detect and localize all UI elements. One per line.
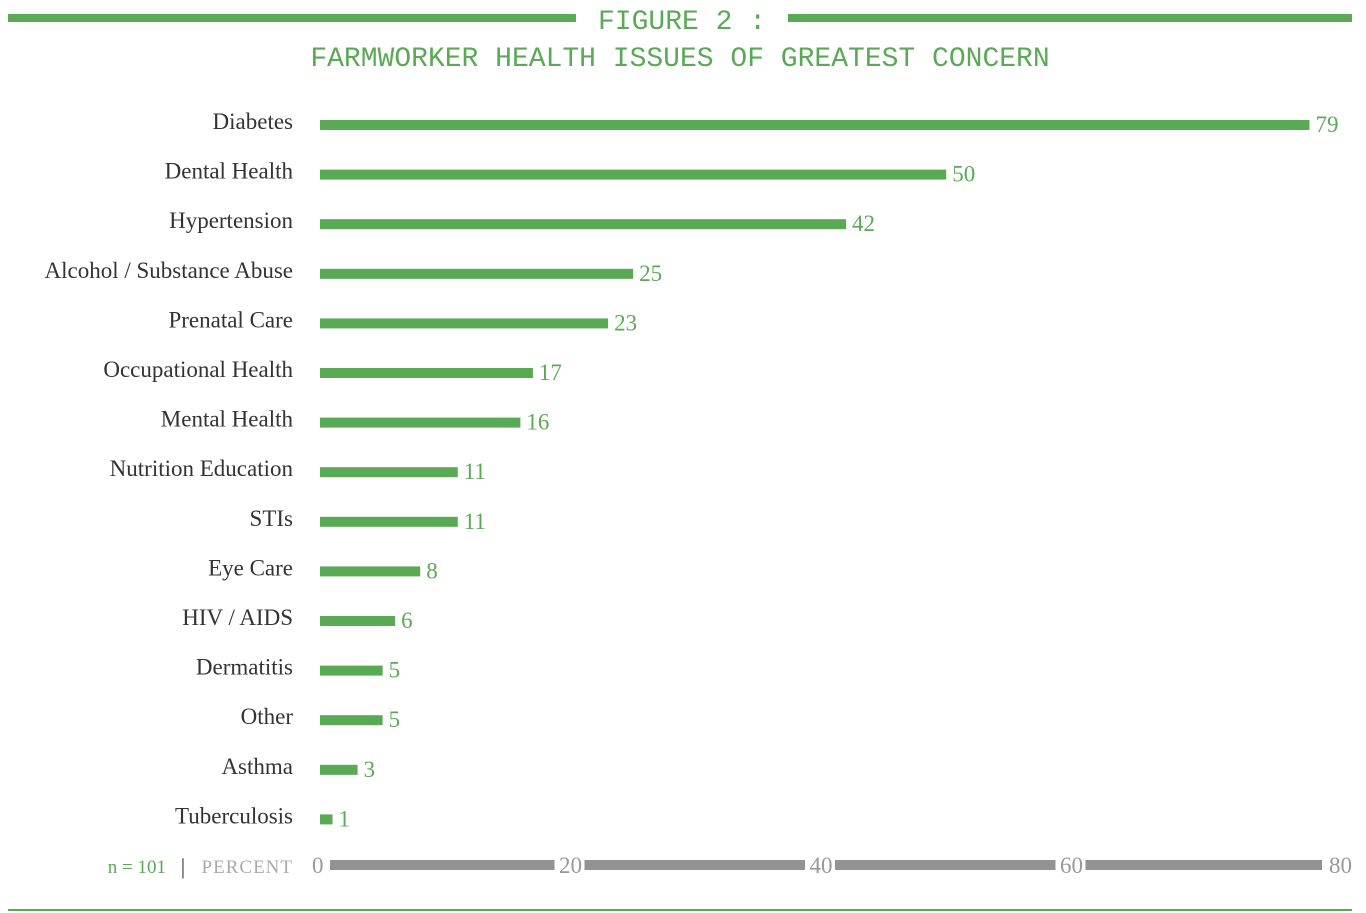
axis-segment [1085,860,1322,870]
category-label: STIs [250,506,294,531]
footer-separator: | [181,854,185,879]
category-label: Tuberculosis [175,803,293,828]
x-tick-label: 40 [810,853,833,878]
header-rule-left [8,14,576,22]
axis-footer: n = 101 | PERCENT [108,854,293,879]
axis-segment [584,860,805,870]
bar [320,814,333,825]
bar [320,417,521,428]
value-label: 25 [639,261,662,286]
sample-size-label: n = 101 [108,857,166,878]
category-label: Dental Health [165,159,294,184]
bar-row-hiv-aids: HIV / AIDS 6 [182,605,412,633]
bar-row-other: Other 5 [241,704,401,732]
bar [320,516,458,527]
value-label: 1 [339,806,351,831]
value-label: 11 [464,459,486,484]
value-label: 42 [852,211,875,236]
chart-title: FARMWORKER HEALTH ISSUES OF GREATEST CON… [310,44,1049,75]
bars-group: Diabetes 79 Dental Health 50 Hypertension 42 A… [45,109,1339,831]
category-label: Alcohol / Substance Abuse [45,258,294,283]
bar-row-prenatal-care: Prenatal Care 23 [168,307,637,335]
value-label: 5 [389,707,401,732]
bar [320,616,396,626]
bar-row-alcohol-substance-abuse: Alcohol / Substance Abuse 25 [45,258,663,286]
bar-row-mental-health: Mental Health 16 [161,407,550,435]
header-rule-right [788,14,1352,22]
category-label: Occupational Health [103,357,293,382]
bar-row-tuberculosis: Tuberculosis 1 [175,803,350,831]
value-label: 3 [364,757,376,782]
figure-label: FIGURE 2 : [598,7,766,38]
category-label: Dermatitis [196,655,293,680]
bar [320,467,458,478]
bar [320,318,609,329]
figure-header: FIGURE 2 : FARMWORKER HEALTH ISSUES OF G… [8,7,1352,75]
bar [320,566,421,577]
value-label: 5 [389,658,401,683]
x-axis: 0 20 40 60 80 [312,853,1352,878]
category-label: Other [241,704,294,729]
x-axis-unit-label: PERCENT [202,857,293,878]
category-label: Nutrition Education [110,456,294,481]
bar-row-stis: STIs 11 [250,506,486,534]
category-label: Eye Care [208,555,293,580]
x-tick-label: 20 [559,853,582,878]
bar [320,368,533,378]
category-label: Diabetes [213,109,294,134]
bar [320,219,847,230]
category-label: Asthma [221,754,293,779]
bar-row-nutrition-education: Nutrition Education 11 [110,456,486,484]
value-label: 17 [539,360,562,385]
category-label: HIV / AIDS [182,605,293,630]
value-label: 79 [1315,112,1338,137]
axis-segment [835,860,1056,870]
value-label: 8 [426,558,438,583]
category-label: Mental Health [161,407,294,432]
bar-row-dental-health: Dental Health 50 [165,159,976,187]
bar [320,169,947,180]
axis-segment [330,860,555,870]
bottom-rule [8,909,1352,911]
category-label: Hypertension [169,208,293,233]
bar-row-eye-care: Eye Care 8 [208,555,438,583]
bar-row-hypertension: Hypertension 42 [169,208,875,236]
category-label: Prenatal Care [168,307,293,332]
value-label: 16 [526,410,549,435]
x-tick-label: 0 [312,853,324,878]
x-tick-label: 80 [1329,853,1352,878]
bar [320,120,1310,130]
bar-row-asthma: Asthma 3 [221,754,375,782]
value-label: 23 [614,310,637,335]
bar-row-occupational-health: Occupational Health 17 [103,357,562,385]
bar [320,268,634,279]
bar [320,764,358,775]
value-label: 50 [952,162,975,187]
bar [320,665,383,676]
bar-row-diabetes: Diabetes 79 [213,109,1339,137]
value-label: 11 [464,509,486,534]
bar [320,715,383,726]
value-label: 6 [401,608,413,633]
x-tick-label: 60 [1060,853,1083,878]
bar-row-dermatitis: Dermatitis 5 [196,655,400,683]
